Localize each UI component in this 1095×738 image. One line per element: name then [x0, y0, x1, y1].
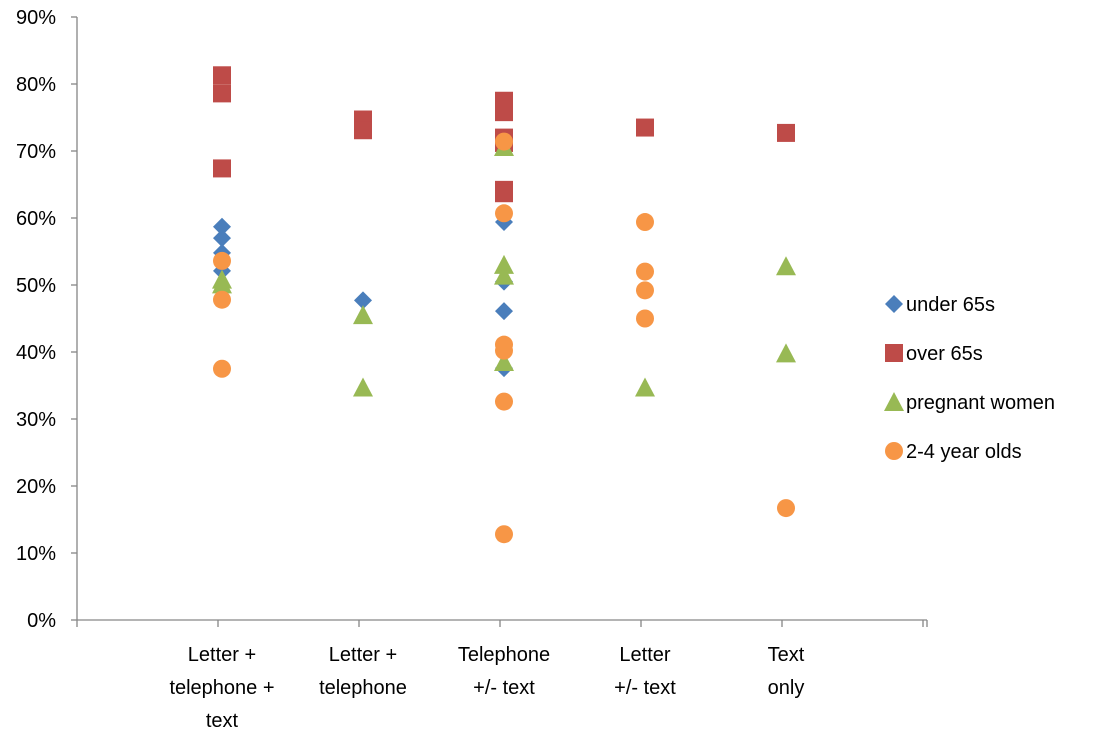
- series-under-65s: [213, 213, 513, 378]
- data-point: [636, 213, 654, 232]
- series-pregnant-women: [212, 136, 796, 397]
- data-point: [495, 184, 513, 203]
- y-tick-label: 0%: [27, 610, 56, 632]
- y-tick-label: 70%: [16, 141, 56, 163]
- legend-label: pregnant women: [906, 392, 1055, 414]
- data-point: [213, 229, 231, 248]
- data-point: [636, 118, 654, 137]
- y-tick-label: 90%: [16, 7, 56, 29]
- series-2-4-year-olds: [213, 132, 795, 544]
- data-point: [354, 121, 372, 140]
- data-point: [495, 341, 513, 360]
- data-point: [495, 132, 513, 151]
- data-point: [213, 217, 231, 236]
- data-point: [213, 359, 231, 378]
- x-category-label: Letter + telephone + text: [169, 644, 274, 732]
- legend-marker: [885, 295, 903, 313]
- legend-label: 2-4 year olds: [906, 441, 1022, 463]
- legend-marker: [884, 392, 904, 411]
- data-point: [776, 256, 796, 276]
- data-point: [635, 377, 655, 397]
- data-point: [213, 66, 231, 85]
- data-point: [776, 343, 796, 363]
- data-point: [213, 290, 231, 309]
- data-point: [495, 525, 513, 544]
- data-point: [495, 392, 513, 411]
- y-tick-label: 50%: [16, 275, 56, 297]
- x-category-label: Letter +/- text: [614, 644, 676, 699]
- data-point: [495, 302, 513, 321]
- x-category-label: Text only: [768, 644, 805, 699]
- y-tick-label: 60%: [16, 208, 56, 230]
- y-tick-label: 40%: [16, 342, 56, 364]
- data-point: [636, 262, 654, 281]
- data-point: [353, 377, 373, 397]
- data-point: [213, 84, 231, 103]
- data-point: [636, 281, 654, 300]
- legend-label: over 65s: [906, 343, 983, 365]
- data-point: [354, 291, 372, 310]
- x-category-label: Letter + telephone: [319, 644, 407, 699]
- data-point: [495, 103, 513, 122]
- data-point: [353, 305, 373, 325]
- data-point: [212, 274, 232, 294]
- y-tick-label: 20%: [16, 476, 56, 498]
- legend-marker: [885, 344, 903, 362]
- legend-marker: [885, 442, 903, 460]
- data-point: [495, 204, 513, 223]
- y-tick-label: 10%: [16, 543, 56, 565]
- data-point: [213, 159, 231, 178]
- data-point: [213, 251, 231, 270]
- legend-label: under 65s: [906, 294, 995, 316]
- data-point: [777, 123, 795, 142]
- y-tick-label: 80%: [16, 74, 56, 96]
- y-tick-label: 30%: [16, 409, 56, 431]
- x-category-label: Telephone +/- text: [458, 644, 550, 699]
- data-point: [494, 352, 514, 372]
- data-point: [777, 499, 795, 518]
- data-point: [494, 265, 514, 285]
- data-point: [494, 254, 514, 274]
- data-point: [636, 309, 654, 328]
